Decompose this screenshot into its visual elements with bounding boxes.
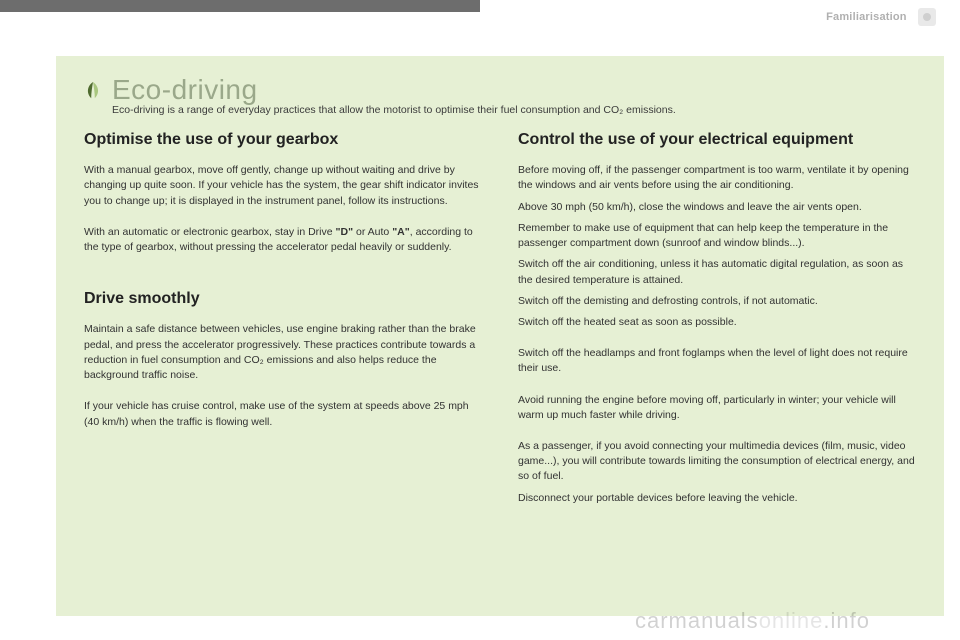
header-section-label: Familiarisation [826, 11, 907, 23]
top-grey-strip [0, 0, 480, 12]
right-para-2: Above 30 mph (50 km/h), close the window… [518, 200, 916, 215]
content-panel: Eco-driving Eco-driving is a range of ev… [56, 56, 944, 616]
right-para-8: Avoid running the engine before moving o… [518, 393, 916, 423]
spacer [84, 271, 482, 289]
right-para-10: Disconnect your portable devices before … [518, 491, 916, 506]
right-para-1: Before moving off, if the passenger comp… [518, 163, 916, 193]
right-para-4: Switch off the air conditioning, unless … [518, 257, 916, 287]
watermark: carmanualsonline.info [635, 608, 870, 634]
left-para-1: With a manual gearbox, move off gently, … [84, 163, 482, 209]
left-heading-2: Drive smoothly [84, 289, 482, 308]
page-subtitle: Eco-driving is a range of everyday pract… [112, 104, 916, 116]
left-p2-mid: or Auto [353, 226, 392, 238]
left-p2-pre: With an automatic or electronic gearbox,… [84, 226, 336, 238]
right-para-3: Remember to make use of equipment that c… [518, 221, 916, 251]
watermark-a: carmanuals [635, 608, 759, 633]
left-para-2: With an automatic or electronic gearbox,… [84, 225, 482, 255]
header-dot-icon [918, 8, 936, 26]
left-heading-1: Optimise the use of your gearbox [84, 130, 482, 149]
right-para-7: Switch off the headlamps and front fogla… [518, 346, 916, 376]
watermark-b: online [759, 608, 824, 633]
left-p2-b1: "D" [336, 226, 354, 238]
left-p2-b2: "A" [392, 226, 410, 238]
right-heading-1: Control the use of your electrical equip… [518, 130, 916, 149]
left-para-4: If your vehicle has cruise control, make… [84, 399, 482, 429]
right-column: Control the use of your electrical equip… [518, 130, 916, 522]
leaf-icon [84, 80, 102, 102]
columns: Optimise the use of your gearbox With a … [84, 130, 916, 522]
header-section: Familiarisation [826, 8, 936, 26]
right-para-9: As a passenger, if you avoid connecting … [518, 439, 916, 485]
left-para-3: Maintain a safe distance between vehicle… [84, 322, 482, 383]
right-para-6: Switch off the heated seat as soon as po… [518, 315, 916, 330]
watermark-c: .info [823, 608, 870, 633]
left-column: Optimise the use of your gearbox With a … [84, 130, 482, 522]
right-para-5: Switch off the demisting and defrosting … [518, 294, 916, 309]
page-title: Eco-driving [112, 74, 258, 106]
title-row: Eco-driving [84, 74, 916, 106]
